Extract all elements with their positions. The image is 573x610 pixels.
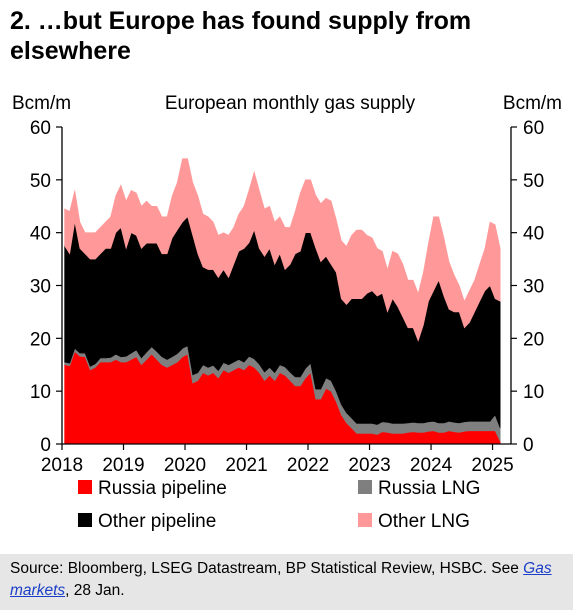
- x-tick-label: 2021: [225, 455, 267, 476]
- x-tick-label: 2020: [164, 455, 206, 476]
- source-text: Source: Bloomberg, LSEG Datastream, BP S…: [10, 560, 524, 577]
- y-tick-label-right: 10: [523, 382, 544, 403]
- legend-label-other-pipeline: Other pipeline: [98, 511, 216, 532]
- gas-markets-link-part2[interactable]: markets: [10, 582, 66, 599]
- x-tick-label: 2018: [41, 455, 83, 476]
- y-tick-label-left: 60: [30, 118, 51, 139]
- legend-swatch-russia-lng: [358, 480, 372, 494]
- y-tick-label-left: 50: [30, 171, 51, 192]
- y-axis-label-left: Bcm/m: [12, 93, 71, 114]
- legend-label-other-lng: Other LNG: [378, 511, 470, 532]
- y-tick-label-right: 40: [523, 224, 544, 245]
- chart-subtitle: European monthly gas supply: [165, 93, 416, 114]
- y-tick-label-left: 20: [30, 329, 51, 350]
- y-tick-label-left: 0: [40, 435, 51, 456]
- legend-swatch-other-lng: [358, 513, 372, 527]
- stacked-area-chart: Bcm/m European monthly gas supply Bcm/m …: [12, 93, 562, 532]
- y-tick-label-right: 30: [523, 277, 544, 298]
- y-tick-label-left: 10: [30, 382, 51, 403]
- source-note: Source: Bloomberg, LSEG Datastream, BP S…: [0, 554, 573, 610]
- x-tick-label: 2023: [348, 455, 390, 476]
- y-tick-label-right: 20: [523, 329, 544, 350]
- y-tick-label-left: 30: [30, 277, 51, 298]
- x-tick-label: 2025: [471, 455, 513, 476]
- gas-markets-link-part1[interactable]: Gas: [523, 560, 552, 577]
- x-tick-label: 2024: [410, 455, 453, 476]
- area-other-lng: [64, 158, 501, 342]
- y-tick-label-left: 40: [30, 224, 51, 245]
- x-tick-label: 2022: [287, 455, 329, 476]
- legend-label-russia-pipeline: Russia pipeline: [98, 478, 227, 499]
- y-tick-label-right: 60: [523, 118, 544, 139]
- legend-swatch-russia-pipeline: [78, 480, 92, 494]
- legend-swatch-other-pipeline: [78, 513, 92, 527]
- y-tick-label-right: 0: [523, 435, 534, 456]
- legend-label-russia-lng: Russia LNG: [378, 478, 480, 499]
- y-tick-label-right: 50: [523, 171, 544, 192]
- source-suffix: , 28 Jan.: [65, 582, 125, 599]
- legend: Russia pipeline Russia LNG Other pipeline O…: [78, 478, 480, 532]
- y-axis-label-right: Bcm/m: [503, 93, 562, 114]
- x-tick-label: 2019: [102, 455, 144, 476]
- area-series-group: [64, 158, 501, 445]
- chart-figure-title: 2. …but Europe has found supply from els…: [10, 7, 472, 65]
